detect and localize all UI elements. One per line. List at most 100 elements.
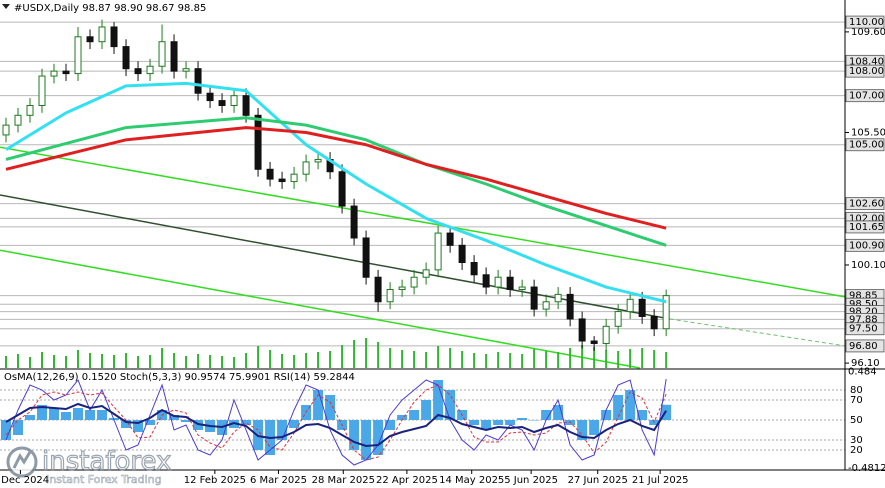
candle-body: [578, 318, 586, 342]
volume-bar: [629, 349, 632, 368]
level-label: 107.00: [849, 91, 884, 102]
candle-body: [266, 168, 274, 180]
volume-bar: [377, 342, 380, 368]
osma-bar: [121, 420, 132, 428]
level-label-box: [845, 322, 885, 336]
osma-bar: [541, 410, 552, 420]
x-tick-label: 21 Jul 2025: [632, 475, 689, 486]
candle-body: [254, 114, 262, 170]
logo-tagline: Instant Forex Trading: [46, 473, 162, 486]
candle-body: [458, 244, 466, 264]
candle-body: [98, 26, 106, 43]
osma-bar: [73, 408, 84, 420]
osma-bar: [589, 420, 600, 435]
osma-bar: [277, 420, 288, 440]
volume-bar: [113, 355, 116, 368]
osma-bar: [289, 420, 300, 428]
x-tick-label: 28 Mar 2025: [312, 475, 375, 486]
volume-bar: [665, 352, 668, 368]
candle-body: [602, 325, 610, 344]
level-label: 108.00: [849, 66, 884, 77]
candle-body: [398, 286, 406, 290]
volume-bar: [545, 351, 548, 368]
level-label-box: [845, 339, 885, 353]
candle-body: [2, 124, 10, 136]
candle-body: [350, 205, 358, 239]
osma-bar: [409, 410, 420, 420]
volume-bar: [557, 352, 560, 368]
osma-bar: [85, 410, 96, 420]
candle-body: [182, 68, 190, 72]
osma-bar: [361, 420, 372, 460]
volume-bar: [293, 355, 296, 368]
volume-bar: [653, 350, 656, 368]
volume-bar: [437, 346, 440, 368]
candle-body: [422, 269, 430, 278]
volume-bar: [269, 350, 272, 368]
moving-average: [5, 81, 667, 304]
osma-bar: [13, 420, 24, 435]
volume-bar: [617, 351, 620, 368]
candle-body: [314, 158, 322, 163]
volume-bar: [197, 354, 200, 368]
osma-bar: [613, 395, 624, 420]
volume-bar: [101, 354, 104, 368]
candle-body: [122, 46, 130, 70]
candle-body: [14, 114, 22, 126]
candle-body: [146, 65, 154, 75]
volume-bar: [137, 356, 140, 368]
volume-bar: [305, 353, 308, 368]
osma-bar: [625, 390, 636, 420]
candle-body: [434, 232, 442, 271]
osma-bar: [385, 420, 396, 430]
candle-body: [410, 276, 418, 288]
volume-bar: [77, 350, 80, 368]
osma-bar: [421, 400, 432, 420]
logo-mark: [12, 451, 32, 469]
candle-body: [542, 301, 550, 310]
osma-tick-label: -0.4812: [848, 463, 885, 474]
osma-bar: [313, 390, 324, 420]
candle-body: [590, 340, 598, 344]
osma-bar: [325, 395, 336, 420]
logo: instaforex Instant Forex Trading: [6, 446, 172, 486]
y-tick-label: 96.10: [851, 358, 880, 369]
level-label: 97.50: [849, 324, 878, 335]
osma-bar: [637, 410, 648, 420]
volume-bar: [509, 353, 512, 368]
candle-body: [386, 288, 394, 303]
volume-bar: [281, 354, 284, 368]
candle-body: [638, 298, 646, 317]
volume-bar: [569, 348, 572, 368]
osma-tick-label: 0.484: [848, 367, 877, 378]
volume-bar: [353, 340, 356, 368]
osma-bar: [97, 410, 108, 420]
volume-bar: [497, 352, 500, 368]
candle-body: [554, 293, 562, 303]
volume-bar: [29, 357, 32, 368]
level-label: 101.65: [849, 222, 884, 233]
x-tick-label: 22 Apr 2025: [376, 475, 438, 486]
candle-body: [50, 70, 58, 77]
osma-bar: [373, 420, 384, 455]
volume-bar: [329, 351, 332, 368]
volume-bar: [593, 347, 596, 368]
volume-bar: [485, 354, 488, 368]
volume-bar: [245, 353, 248, 368]
indicator-tick-label: 70: [850, 395, 863, 406]
trendline: [0, 249, 640, 369]
indicator-tick-label: 30: [850, 435, 863, 446]
indicator-tick-label: 80: [850, 385, 863, 396]
volume-bar: [89, 353, 92, 368]
level-label: 102.00: [849, 213, 884, 224]
osma-bar: [601, 410, 612, 420]
osma-bar: [505, 420, 516, 425]
level-label: 98.20: [849, 307, 878, 318]
candle-body: [38, 75, 46, 106]
volume-bar: [41, 352, 44, 368]
level-label-box: [845, 220, 885, 234]
volume-bar: [521, 354, 524, 368]
volume-bar: [173, 353, 176, 368]
candle-body: [170, 41, 178, 72]
